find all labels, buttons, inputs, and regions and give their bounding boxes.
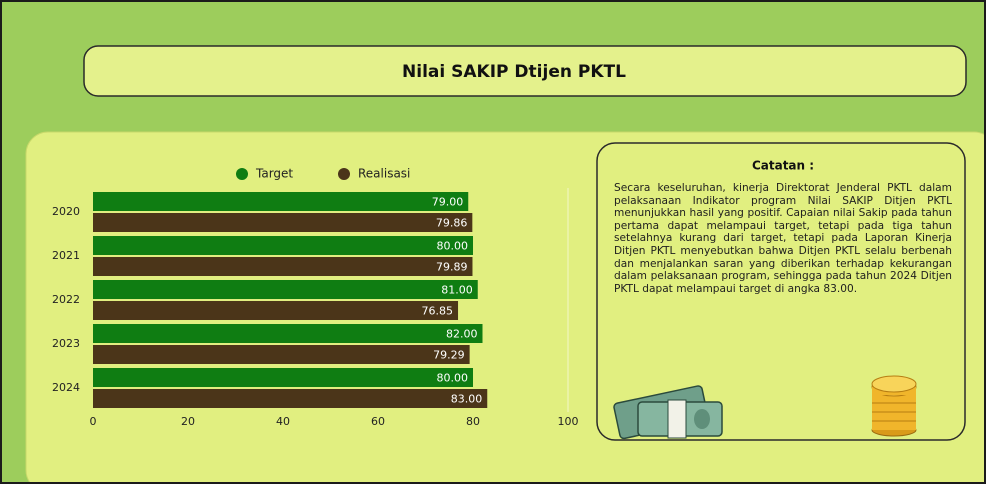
bar: [93, 345, 470, 364]
bar-value-label: 80.00: [437, 372, 469, 385]
legend-swatch: [338, 168, 350, 180]
x-tick-label: 20: [181, 415, 195, 428]
x-tick-label: 100: [558, 415, 579, 428]
note-box: [596, 142, 966, 441]
bar-value-label: 79.86: [436, 217, 468, 230]
bar-value-label: 80.00: [437, 240, 469, 253]
bar: [93, 280, 478, 299]
bar-value-label: 79.89: [436, 261, 468, 274]
legend-swatch: [236, 168, 248, 180]
legend-label: Realisasi: [358, 167, 410, 181]
x-tick-label: 80: [466, 415, 480, 428]
bar: [93, 236, 473, 255]
note-title: Catatan :: [752, 159, 814, 173]
x-tick-label: 40: [276, 415, 290, 428]
x-tick-label: 0: [90, 415, 97, 428]
coins-icon: [871, 375, 917, 437]
y-tick-label: 2023: [52, 337, 80, 350]
bar-value-label: 79.00: [432, 196, 464, 209]
bar: [93, 192, 469, 211]
bar-value-label: 76.85: [422, 305, 454, 318]
y-tick-label: 2024: [52, 381, 80, 394]
bar-value-label: 83.00: [451, 393, 483, 406]
bar: [93, 368, 473, 387]
legend-label: Target: [255, 167, 293, 181]
bar: [93, 324, 483, 343]
money-icon: [613, 385, 723, 440]
bar-value-label: 82.00: [446, 328, 478, 341]
bar-value-label: 81.00: [441, 284, 473, 297]
bar: [93, 257, 473, 276]
x-tick-label: 60: [371, 415, 385, 428]
y-tick-label: 2021: [52, 249, 80, 262]
title-box: [83, 45, 967, 97]
bar: [93, 389, 488, 408]
bar-value-label: 79.29: [433, 349, 465, 362]
page-title: Nilai SAKIP Dtijen PKTL: [402, 62, 626, 82]
y-tick-label: 2022: [52, 293, 80, 306]
y-tick-label: 2020: [52, 205, 80, 218]
note-text: Secara keseluruhan, kinerja Direktorat J…: [614, 182, 952, 295]
bar: [93, 213, 473, 232]
bar: [93, 301, 459, 320]
